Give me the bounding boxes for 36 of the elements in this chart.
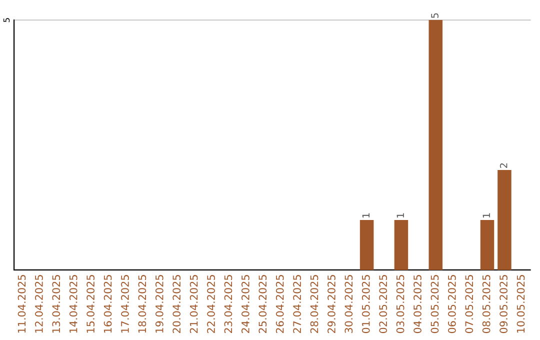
- x-tick-label: 08.05.2025: [482, 275, 490, 334]
- x-tick-label: 04.05.2025: [414, 275, 422, 334]
- x-tick-label: 05.05.2025: [430, 275, 439, 334]
- x-tick-label: 13.04.2025: [52, 275, 60, 333]
- x-tick-label: 17.04.2025: [121, 275, 129, 333]
- data-label: 5: [431, 13, 438, 18]
- x-tick-label: 10.05.2025: [516, 275, 525, 333]
- x-tick-label: 30.04.2025: [344, 275, 353, 333]
- x-tick-label: 09.05.2025: [500, 275, 508, 334]
- x-tick-label: 02.05.2025: [379, 275, 388, 334]
- x-tick-label: 15.04.2025: [86, 275, 94, 333]
- x-tick-label: 11.04.2025: [18, 275, 26, 333]
- x-tick-label: 23.04.2025: [224, 275, 232, 334]
- x-tick-label: 26.04.2025: [276, 275, 284, 334]
- x-tick-label: 07.05.2025: [465, 275, 474, 334]
- x-tick-label: 29.04.2025: [328, 275, 336, 334]
- ref-line-label: 5: [3, 18, 10, 22]
- x-tick-label: 06.05.2025: [448, 275, 456, 334]
- x-tick-label: 14.04.2025: [69, 275, 78, 333]
- x-tick-label: 12.04.2025: [34, 275, 43, 333]
- x-tick-label: 03.05.2025: [396, 275, 404, 334]
- x-tick-label: 25.04.2025: [258, 275, 267, 334]
- data-label: 1: [362, 213, 370, 218]
- x-tick-label: 24.04.2025: [241, 275, 250, 334]
- data-label: 1: [396, 213, 404, 218]
- x-tick-label: 19.04.2025: [155, 275, 164, 333]
- x-tick-label: 22.04.2025: [207, 275, 215, 334]
- x-tick-label: 01.05.2025: [362, 275, 370, 334]
- x-tick-label: 21.04.2025: [190, 275, 198, 334]
- x-tick-label: 27.04.2025: [293, 275, 301, 334]
- data-label: 2: [500, 163, 508, 168]
- x-tick-label: 18.04.2025: [138, 275, 146, 333]
- data-label: 1: [482, 213, 490, 218]
- x-tick-label: 20.04.2025: [172, 275, 181, 334]
- x-tick-label: 16.04.2025: [104, 275, 112, 333]
- x-tick-label: 28.04.2025: [310, 275, 318, 334]
